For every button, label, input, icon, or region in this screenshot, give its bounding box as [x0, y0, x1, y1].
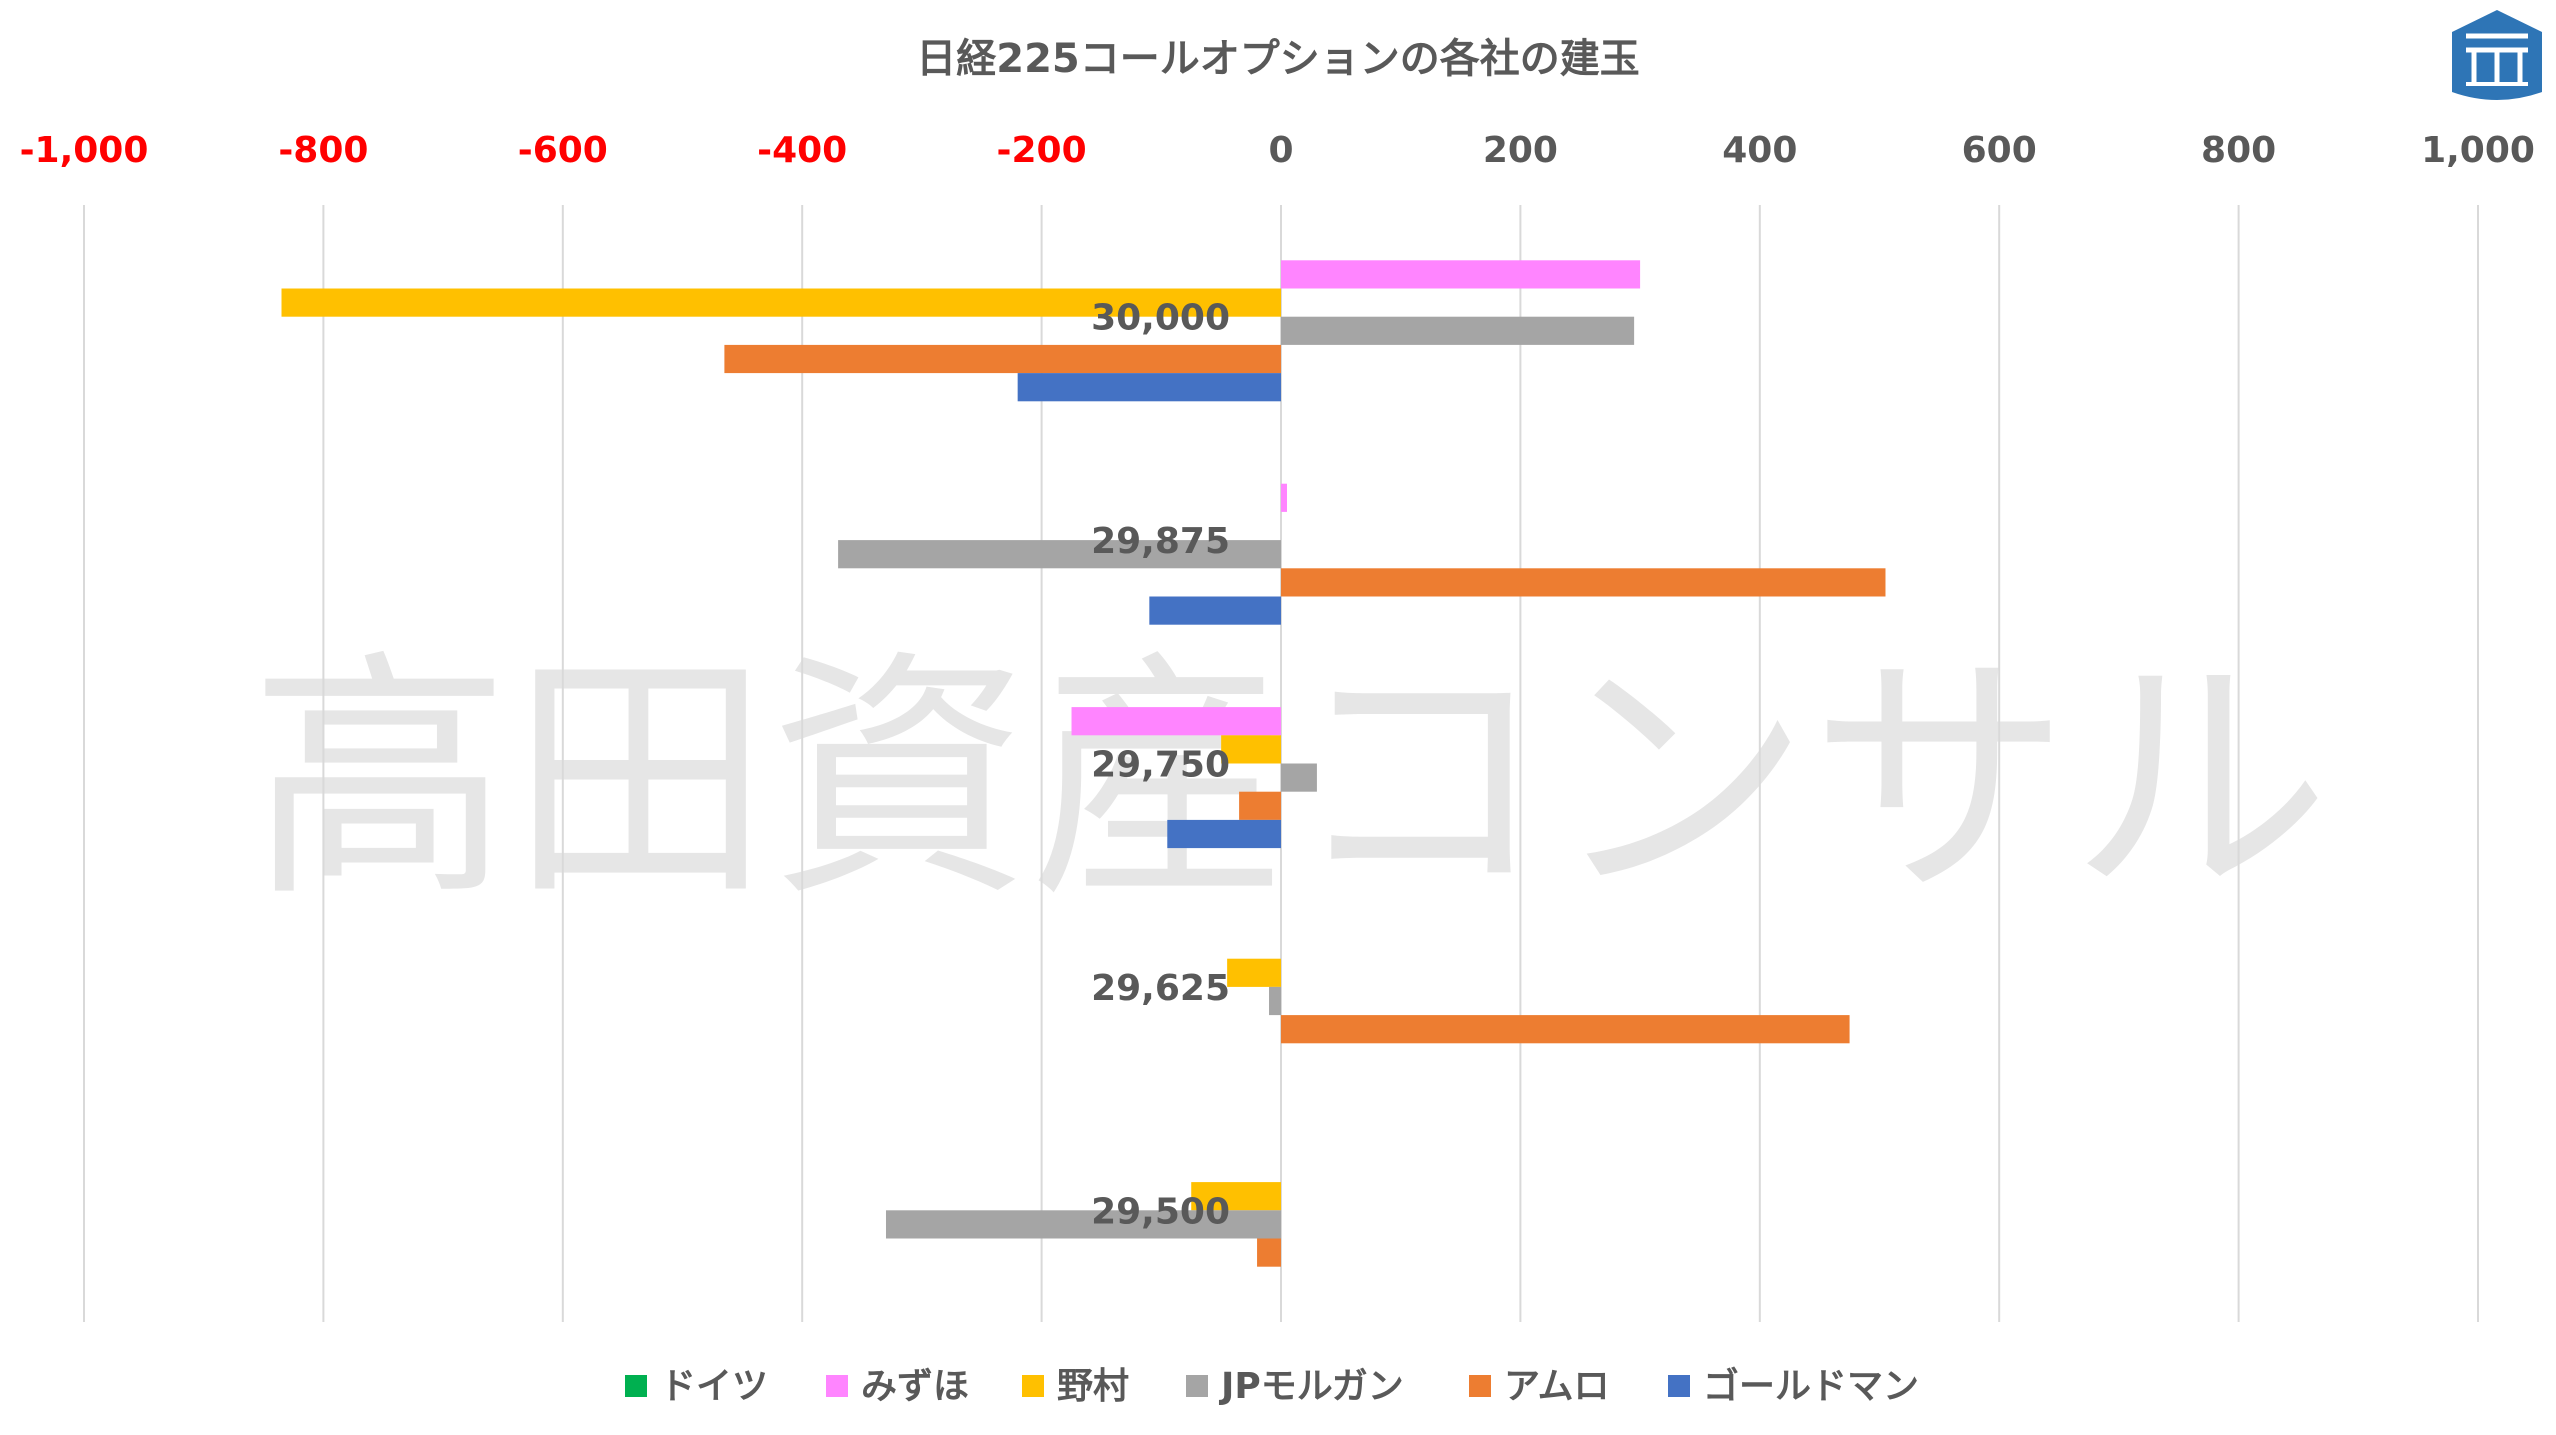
bar — [1191, 1182, 1281, 1211]
bar — [1071, 707, 1281, 736]
legend-item: 野村 — [1022, 1366, 1129, 1407]
legend-item: ゴールドマン — [1668, 1365, 1919, 1407]
bar — [1017, 373, 1281, 402]
category-label: 29,750 — [1091, 745, 1230, 786]
legend-label: 野村 — [1057, 1366, 1129, 1407]
legend-label: みずほ — [861, 1366, 969, 1407]
x-tick-label: -800 — [278, 130, 368, 171]
bar — [1221, 735, 1281, 764]
bar — [1281, 568, 1886, 597]
legend-swatch — [1186, 1375, 1208, 1397]
x-tick-label: 800 — [2201, 130, 2276, 171]
bar — [1149, 596, 1281, 625]
legend-swatch — [625, 1375, 647, 1397]
category-label: 29,500 — [1091, 1191, 1230, 1232]
category-label: 29,875 — [1091, 521, 1230, 562]
legend-swatch — [1022, 1375, 1044, 1397]
bar — [1239, 791, 1281, 820]
x-tick-label: 600 — [1962, 130, 2037, 171]
legend-item: アムロ — [1469, 1366, 1609, 1407]
bar — [838, 540, 1281, 569]
bar — [1281, 763, 1317, 792]
bar — [1269, 986, 1281, 1016]
bar — [885, 1210, 1281, 1239]
bar — [1281, 316, 1635, 345]
legend-swatch — [1668, 1375, 1690, 1397]
x-tick-label: -600 — [518, 130, 608, 171]
legend-swatch — [1469, 1375, 1491, 1397]
legend-item: ドイツ — [625, 1366, 768, 1407]
category-label: 30,000 — [1091, 298, 1230, 339]
x-tick-label: 200 — [1483, 130, 1558, 171]
bar — [1281, 1015, 1850, 1044]
logo-icon — [2452, 10, 2542, 100]
legend-item: みずほ — [826, 1366, 969, 1407]
category-label: 29,625 — [1091, 968, 1230, 1009]
legend-item: JPモルガン — [1186, 1366, 1404, 1407]
legend-label: ゴールドマン — [1703, 1365, 1919, 1407]
x-tick-label: 400 — [1722, 130, 1797, 171]
bar — [1227, 958, 1281, 987]
chart-title: 日経225コールオプションの各社の建玉 — [916, 36, 1640, 82]
legend-label: JPモルガン — [1218, 1366, 1404, 1407]
x-tick-label: 0 — [1268, 130, 1293, 171]
legend-label: ドイツ — [660, 1366, 768, 1407]
x-tick-label: -400 — [757, 130, 847, 171]
bar — [1257, 1238, 1281, 1267]
legend-label: アムロ — [1504, 1366, 1609, 1407]
bar — [724, 344, 1281, 374]
x-tick-label: -200 — [997, 130, 1087, 171]
bar — [281, 288, 1281, 317]
bar — [1281, 260, 1641, 289]
legend-swatch — [826, 1375, 848, 1397]
x-tick-label: -1,000 — [20, 130, 149, 171]
bar — [1281, 483, 1287, 512]
bar — [1167, 819, 1281, 849]
x-tick-label: 1,000 — [2421, 130, 2535, 171]
